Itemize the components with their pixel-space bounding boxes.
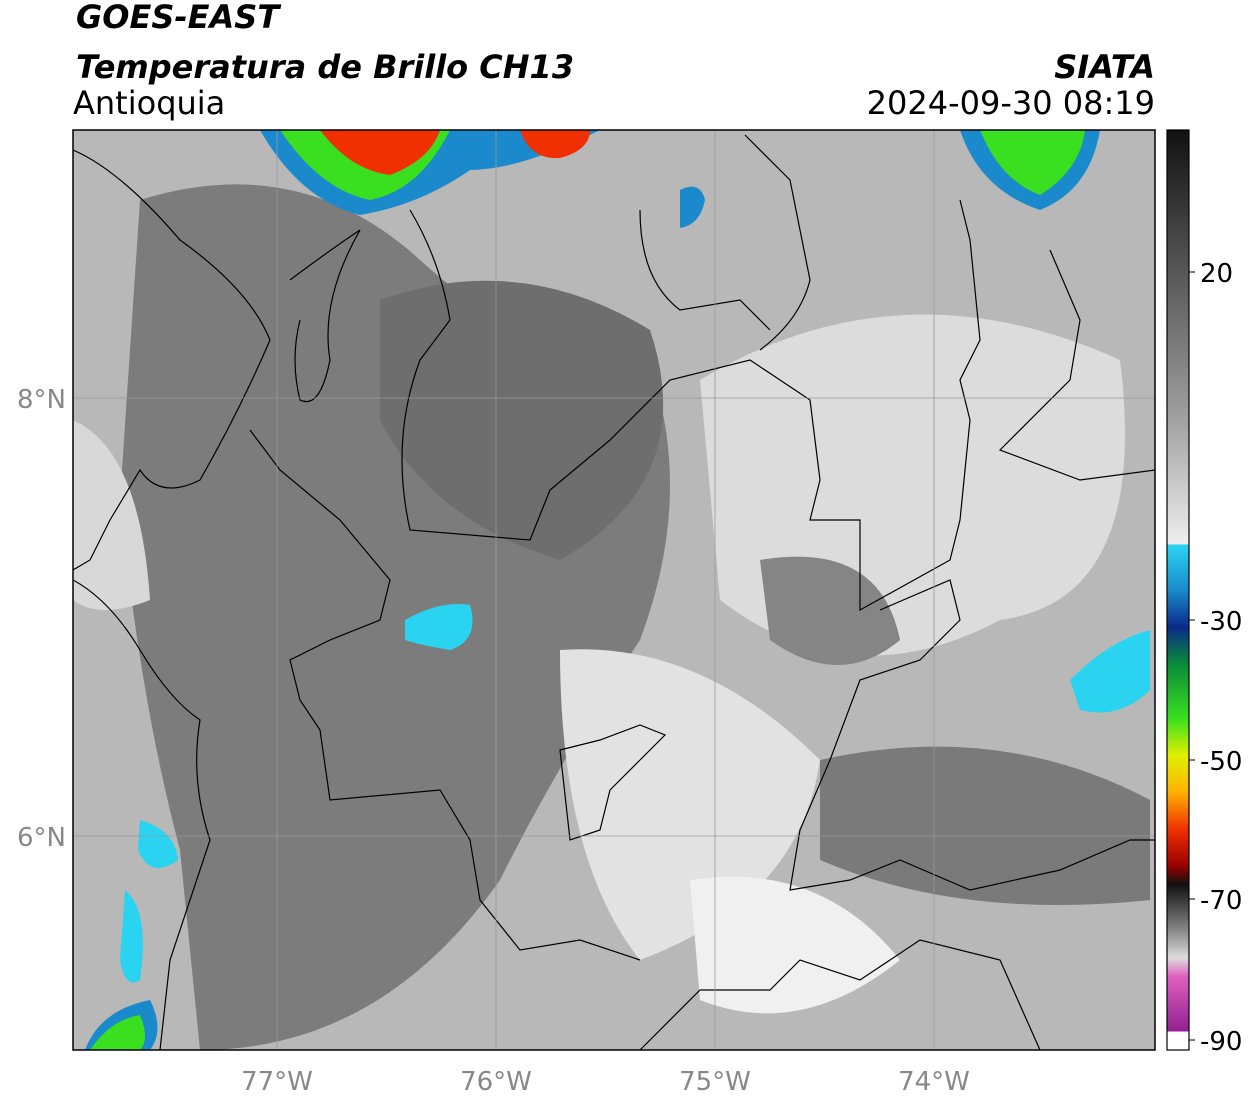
lat-label: 8°N <box>17 385 66 415</box>
colorbar-label: -30 <box>1200 607 1242 637</box>
source: SIATA <box>1054 48 1155 86</box>
map-frame <box>72 129 1156 1051</box>
satellite-image <box>73 130 1155 1050</box>
colorbar-label: -50 <box>1200 747 1242 777</box>
satellite: GOES-EAST <box>76 0 281 36</box>
lon-label: 74°W <box>898 1067 970 1097</box>
product: Temperatura de Brillo CH13 <box>76 48 574 86</box>
colorbar <box>1166 129 1190 1051</box>
lon-label: 77°W <box>241 1067 313 1097</box>
lon-label: 76°W <box>460 1067 532 1097</box>
region: Antioquia <box>73 84 225 122</box>
lat-label: 6°N <box>17 823 66 853</box>
graticule <box>73 130 1155 1050</box>
colorbar-label: -70 <box>1200 886 1242 916</box>
colorbar-label: 20 <box>1200 259 1233 289</box>
datetime: 2024-09-30 08:19 <box>867 84 1155 122</box>
colorbar-label: -90 <box>1200 1027 1242 1057</box>
lon-label: 75°W <box>679 1067 751 1097</box>
colorbar-ticks <box>1189 271 1195 1041</box>
